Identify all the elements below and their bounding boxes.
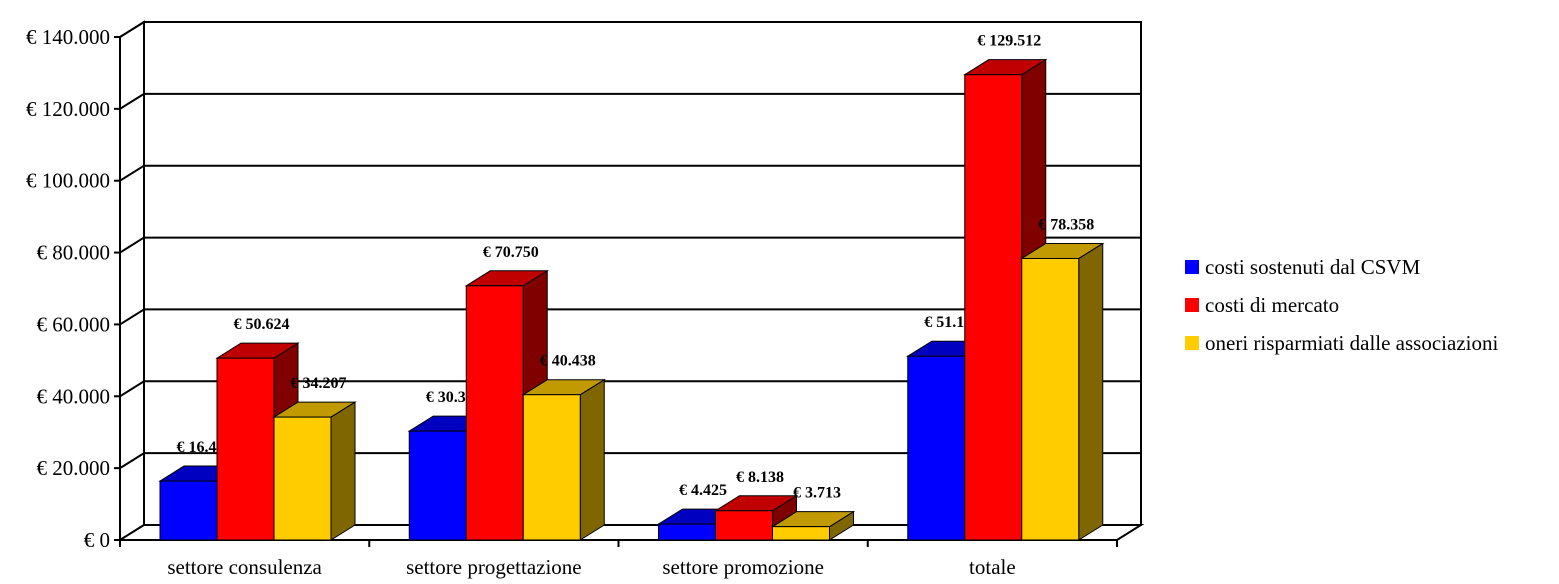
legend-label-mercato: costi di mercato — [1205, 292, 1340, 317]
legend-swatch-mercato — [1185, 298, 1199, 312]
data-label-costi-di-mercato-settore-promozione: € 8.138 — [736, 469, 784, 486]
legend-item-csvm: costi sostenuti dal CSVM — [1185, 248, 1498, 286]
bar-oneri-risparmiati-dalle-associazioni-settore-progettazione — [521, 378, 606, 541]
legend-label-csvm: costi sostenuti dal CSVM — [1205, 254, 1421, 279]
gridline-side — [119, 236, 145, 254]
y-tick-label: € 80.000 — [37, 241, 111, 265]
bar-front — [964, 74, 1023, 541]
bar-side — [330, 401, 356, 541]
y-tick-label: € 60.000 — [37, 312, 111, 336]
bar-side — [1078, 242, 1104, 541]
gridline-side — [119, 380, 145, 398]
gridline-side — [119, 452, 145, 469]
data-label-oneri-risparmiati-dalle-associazioni-totale: € 78.358 — [1038, 216, 1094, 233]
bar-oneri-risparmiati-dalle-associazioni-settore-consulenza — [272, 401, 357, 541]
gridline-side — [119, 93, 145, 110]
legend-item-mercato: costi di mercato — [1185, 286, 1498, 324]
y-tick-label: € 40.000 — [37, 384, 111, 408]
gridline-side — [119, 164, 145, 182]
bar-front — [273, 416, 332, 541]
y-tick-label: € 0 — [84, 528, 110, 552]
x-tick-label-settore-consulenza: settore consulenza — [167, 555, 322, 579]
gridline-side — [119, 21, 145, 38]
bar-oneri-risparmiati-dalle-associazioni-settore-promozione — [770, 510, 856, 541]
data-label-costi-di-mercato-settore-consulenza: € 50.624 — [234, 316, 290, 333]
y-tick-label: € 20.000 — [37, 456, 111, 480]
y-tick-label: € 140.000 — [26, 25, 110, 49]
bar-front — [465, 285, 524, 541]
data-label-oneri-risparmiati-dalle-associazioni-settore-consulenza: € 34.207 — [291, 375, 347, 392]
data-label-oneri-risparmiati-dalle-associazioni-settore-progettazione: € 40.438 — [540, 353, 596, 370]
legend-swatch-oneri — [1185, 336, 1199, 350]
plot-left-wall — [119, 20, 145, 542]
bar-side — [579, 378, 605, 541]
legend: costi sostenuti dal CSVM costi di mercat… — [1185, 248, 1498, 362]
x-tick-label-settore-progettazione: settore progettazione — [406, 555, 582, 579]
legend-item-oneri: oneri risparmiati dalle associazioni — [1185, 324, 1498, 362]
bar-oneri-risparmiati-dalle-associazioni-totale — [1020, 242, 1105, 541]
y-tick-label: € 120.000 — [26, 97, 110, 121]
gridline-side — [119, 308, 145, 326]
x-tick-label-totale: totale — [969, 555, 1016, 579]
data-label-costi-di-mercato-settore-progettazione: € 70.750 — [483, 244, 539, 261]
bar-front — [1021, 257, 1080, 541]
bar-costi-di-mercato-settore-promozione — [713, 494, 799, 541]
bar-front — [216, 357, 275, 541]
data-label-costi-sostenuti-dal-csvm-settore-promozione: € 4.425 — [679, 482, 727, 499]
data-label-costi-di-mercato-totale: € 129.512 — [977, 33, 1041, 50]
bar-front — [907, 355, 966, 541]
bar-front — [658, 523, 716, 541]
data-label-oneri-risparmiati-dalle-associazioni-settore-promozione: € 3.713 — [793, 485, 841, 502]
bar-front — [408, 430, 467, 541]
y-tick-label: € 100.000 — [26, 169, 110, 193]
legend-label-oneri: oneri risparmiati dalle associazioni — [1205, 330, 1499, 355]
bar-front — [159, 480, 218, 541]
legend-swatch-csvm — [1185, 260, 1199, 274]
bar-front — [772, 526, 830, 541]
bar-front — [522, 394, 581, 541]
x-tick-label-settore-promozione: settore promozione — [662, 555, 824, 579]
bar-front — [715, 510, 773, 541]
